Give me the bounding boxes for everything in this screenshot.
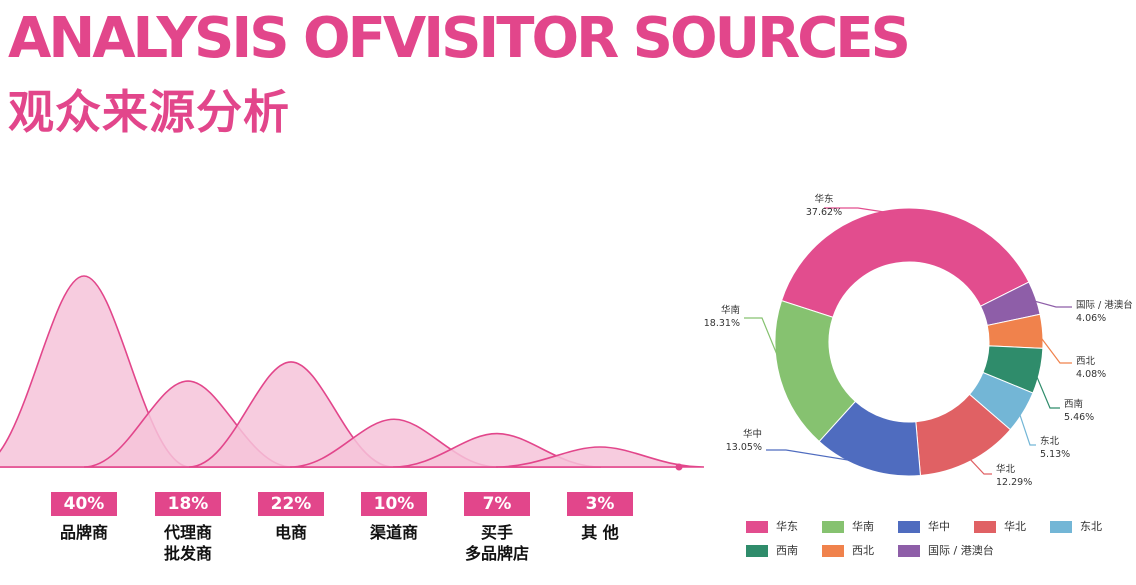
legend-label: 国际 / 港澳台 bbox=[928, 544, 994, 557]
legend-label: 东北 bbox=[1080, 520, 1102, 533]
category-label-line: 其 他 bbox=[581, 523, 619, 542]
donut-slice-name-1: 华东 bbox=[814, 193, 833, 205]
category-label-line: 批发商 bbox=[163, 544, 212, 563]
category-label-line: 渠道商 bbox=[369, 523, 418, 542]
category-label-5: 买手 多品牌店 bbox=[442, 522, 552, 564]
category-label-2: 代理商 批发商 bbox=[133, 522, 243, 564]
category-label-1: 品牌商 bbox=[29, 522, 139, 543]
legend-label: 西南 bbox=[776, 544, 798, 557]
legend-label: 华东 bbox=[776, 520, 798, 533]
legend-swatch bbox=[898, 545, 920, 557]
legend-item: 华南 bbox=[822, 518, 874, 534]
page-title-chinese: 观众来源分析 bbox=[8, 85, 290, 139]
donut-slice-name-2: 国际 / 港澳台 bbox=[1076, 299, 1133, 311]
donut-slice-value-8: 18.31% bbox=[704, 318, 740, 329]
region-donut-chart: 华东 37.62% 国际 / 港澳台 4.06% 西北 4.08% 西南 5.46% 东北 5.1… bbox=[704, 193, 1133, 488]
donut-leader-1 bbox=[824, 207, 900, 215]
donut-slice-value-7: 13.05% bbox=[726, 442, 762, 453]
category-percent-4: 10% bbox=[361, 492, 427, 516]
donut-slice-name-3: 西北 bbox=[1076, 356, 1096, 367]
donut-slice-value-5: 5.13% bbox=[1040, 449, 1070, 460]
category-wave-chart bbox=[0, 275, 705, 471]
donut-slice-value-3: 4.08% bbox=[1076, 369, 1106, 380]
donut-leader-7 bbox=[766, 449, 869, 464]
category-label-6: 其 他 bbox=[545, 522, 655, 543]
category-percent-2: 18% bbox=[155, 492, 221, 516]
donut-slice-value-1: 37.62% bbox=[806, 207, 842, 218]
legend-item: 华北 bbox=[974, 518, 1026, 534]
category-percent-6: 3% bbox=[567, 492, 633, 516]
donut-leader-8 bbox=[744, 317, 786, 376]
donut-slice-1 bbox=[780, 207, 1030, 318]
category-label-line: 品牌商 bbox=[59, 523, 108, 542]
legend-item: 华东 bbox=[746, 518, 798, 534]
donut-slice-name-5: 东北 bbox=[1040, 435, 1060, 447]
legend-swatch bbox=[1050, 521, 1072, 533]
legend-item: 西南 bbox=[746, 542, 798, 558]
legend-item: 国际 / 港澳台 bbox=[898, 542, 994, 558]
donut-leader-6 bbox=[966, 455, 992, 475]
donut-leader-4 bbox=[1033, 369, 1060, 409]
donut-slice-value-2: 4.06% bbox=[1076, 313, 1106, 324]
category-percent-5: 7% bbox=[464, 492, 530, 516]
legend-item: 东北 bbox=[1050, 518, 1102, 534]
category-label-line: 多品牌店 bbox=[464, 544, 529, 563]
donut-slice-8 bbox=[774, 299, 857, 443]
legend-swatch bbox=[974, 521, 996, 533]
legend-swatch bbox=[822, 521, 844, 533]
baseline-end-dot bbox=[675, 463, 683, 471]
legend-swatch bbox=[746, 545, 768, 557]
legend-label: 西北 bbox=[852, 544, 874, 557]
legend-label: 华南 bbox=[852, 520, 874, 533]
donut-slice-value-6: 12.29% bbox=[996, 477, 1032, 488]
category-label-line: 买手 bbox=[480, 523, 513, 542]
donut-slice-name-7: 华中 bbox=[743, 428, 762, 440]
category-percent-3: 22% bbox=[258, 492, 324, 516]
legend-swatch bbox=[898, 521, 920, 533]
category-label-line: 电商 bbox=[274, 523, 307, 542]
donut-slice-name-4: 西南 bbox=[1064, 398, 1083, 410]
donut-slice-name-6: 华北 bbox=[996, 463, 1016, 475]
legend-item: 西北 bbox=[822, 542, 874, 558]
category-label-4: 渠道商 bbox=[339, 522, 449, 543]
donut-leader-5 bbox=[1017, 408, 1036, 446]
legend-swatch bbox=[822, 545, 844, 557]
wave-mark-6 bbox=[495, 446, 705, 468]
legend-swatch bbox=[746, 521, 768, 533]
donut-leader-2 bbox=[1029, 299, 1072, 308]
category-label-3: 电商 bbox=[236, 522, 346, 543]
category-label-line: 代理商 bbox=[163, 523, 212, 542]
legend-item: 华中 bbox=[898, 518, 950, 534]
legend-label: 华中 bbox=[928, 520, 950, 533]
donut-slice-value-4: 5.46% bbox=[1064, 412, 1094, 423]
donut-leader-3 bbox=[1036, 331, 1072, 364]
page-title-english: ANALYSIS OFVISITOR SOURCES bbox=[8, 6, 911, 71]
donut-slice-name-8: 华南 bbox=[721, 304, 740, 316]
legend-label: 华北 bbox=[1004, 520, 1026, 533]
category-percent-1: 40% bbox=[51, 492, 117, 516]
